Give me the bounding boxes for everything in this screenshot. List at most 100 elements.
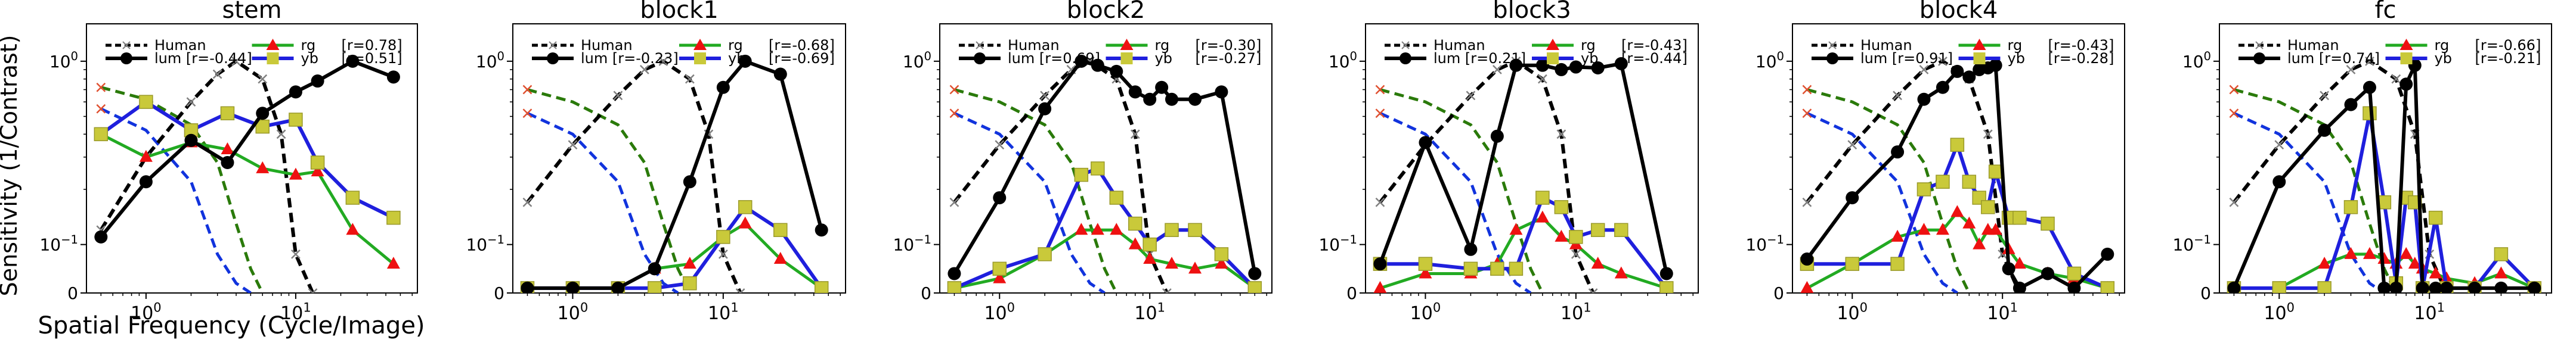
series-yb-point [345,191,360,205]
series-lum-point [289,85,302,99]
legend-yb-r: [r=-0.28] [2048,50,2114,67]
series-yb-point [1509,261,1524,276]
series-lum-point [2012,281,2026,293]
legend-lum-label: lum [r=0.74] [2287,50,2380,67]
series-lum-point [346,54,360,68]
human-lum-marker [1847,140,1857,150]
y-tick-label: 100 [476,49,504,71]
legend-rg-label: rg [728,37,743,54]
series-yb-point [1981,200,1995,214]
series-yb-point [2343,200,2358,214]
y-tick-label: 10−1 [1745,233,1784,255]
x-tick-label: 100 [1410,300,1441,324]
human-start-marker [1802,85,1812,95]
series-lum-point [648,262,661,276]
human-lum-marker [258,74,268,84]
series-lum-point [1248,267,1262,280]
series-rg-point [1555,229,1568,242]
series-lum-point [2468,281,2482,293]
plot-area [1800,56,2115,293]
legend-lum-label: lum [r=-0.44] [154,50,252,67]
series-rg-point [2344,247,2358,259]
series-lum-point [1555,63,1568,76]
series-yb-point [1188,223,1202,238]
series-yb-point [255,119,270,134]
series-yb-point [947,281,962,293]
y-tick-label: 0 [1346,283,1357,303]
x-tick-label: 101 [708,300,739,324]
legend-lum-label: lum [r=0.21] [1433,50,1526,67]
human-start-marker [96,82,106,92]
legend-yb-marker [267,52,279,64]
series-lum-point [94,230,108,244]
legend-rg-label: rg [301,37,316,54]
series-lum-point [1165,92,1179,106]
y-tick-label: 0 [67,283,78,303]
human-lum-marker [995,140,1005,150]
series-rg-point [1989,223,2002,235]
series-yb-point [1418,257,1433,271]
legend-lum-marker [120,52,132,64]
series-lum-point [2344,98,2358,111]
human-lum-marker [291,250,301,259]
legend-yb-marker [694,52,706,64]
series-lum-point [2002,262,2015,276]
human-lum-marker [658,56,668,66]
series-yb-point [1569,230,1583,244]
legend-yb-marker [1973,52,1986,64]
legend-lum-marker [1400,52,1411,64]
legend-rg-marker [266,39,280,50]
human-start-marker [522,85,532,95]
legend-rg-r: [r=0.78] [342,37,402,54]
y-tick-label: 0 [1773,283,1784,303]
panel-title: block1 [640,0,719,24]
panel-title: block3 [1493,0,1571,24]
human-lum-marker [1938,56,1948,66]
series-lum-point [948,267,961,280]
series-lum-point [1075,54,1088,68]
legend-human-label: Human [1860,37,1912,54]
series-lum-point [221,156,234,170]
series-yb-point [1535,191,1550,205]
legend-human-label: Human [1008,37,1060,54]
series-lum-point [1143,92,1157,106]
series-rg-point [1614,266,1628,279]
series-yb-point [1143,237,1157,252]
human-lum-marker [1983,129,1993,139]
series-yb-point [2428,210,2443,225]
legend-rg-marker [1120,39,1134,50]
series-rg-point [683,257,696,269]
series-rg-point [1143,252,1157,264]
series-lum-point [1614,57,1628,70]
series-yb-point [1165,223,1179,238]
series-rg-point [993,271,1007,283]
legend-lum-label: lum [r=0.69] [1008,50,1100,67]
legend-human-label: Human [154,37,206,54]
human-lum-marker [718,250,728,259]
series-lum-point [2416,281,2429,293]
legend-lum-marker [1826,52,1838,64]
series-lum-point [1155,80,1169,94]
human-lum-marker [276,129,286,139]
human-rg-curve [953,88,1118,293]
human-yb-curve [1379,111,1532,293]
legend-rg-label: rg [1581,37,1596,54]
panel-title: stem [222,0,281,24]
series-lum-point [1091,58,1104,72]
series-yb-point [1038,247,1052,261]
legend-rg-label: rg [2008,37,2023,54]
series-lum-point [1800,252,1814,266]
legend-yb-marker [2400,52,2413,64]
series-rg-point [1917,223,1931,235]
series-yb-point [1845,257,1860,271]
series-yb-point [1554,200,1569,214]
series-lum-point [2528,281,2541,293]
series-lum-point [1989,58,2002,72]
series-lum-point [1038,102,1052,116]
